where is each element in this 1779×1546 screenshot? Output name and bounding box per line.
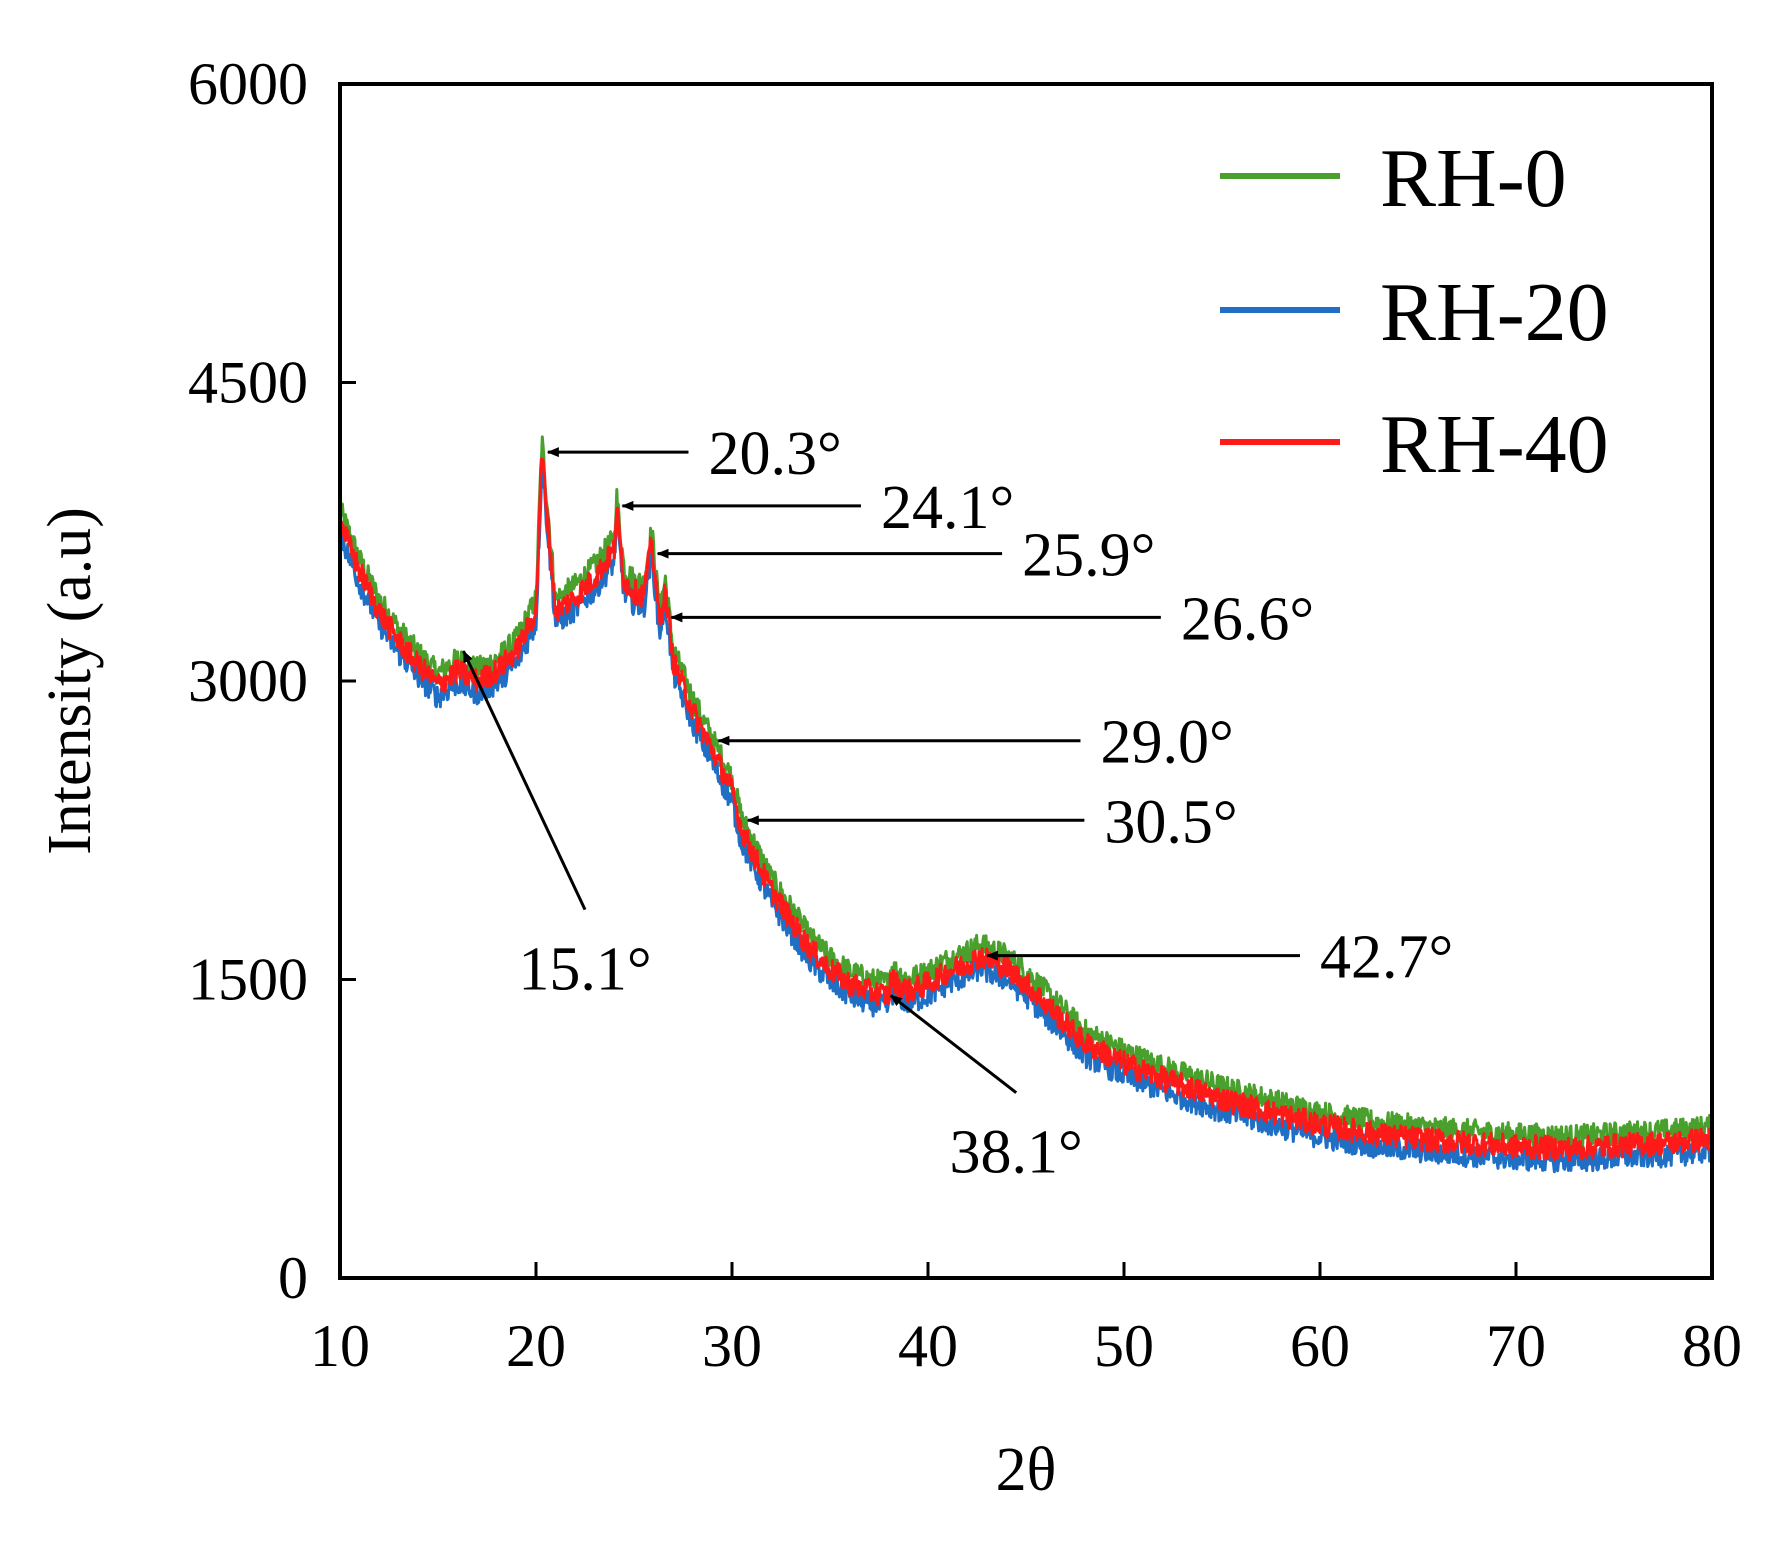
x-tick-label: 70 xyxy=(1486,1313,1546,1379)
legend-label-rh-20: RH-20 xyxy=(1380,266,1609,359)
annotation-label: 25.9° xyxy=(1022,522,1155,590)
series-line-rh-40 xyxy=(338,457,1714,1162)
annotation-layer: 20.3° 24.1°25.9° 26.6° 29.0° 30.5° 42.7° 15.1°… xyxy=(462,420,1453,1187)
y-tick-label: 6000 xyxy=(188,51,308,117)
x-tick-label: 80 xyxy=(1682,1313,1742,1379)
annotation-label: 26.6° xyxy=(1181,585,1314,653)
series-layer xyxy=(338,435,1714,1174)
x-tick-label: 50 xyxy=(1094,1313,1154,1379)
x-tick-label: 30 xyxy=(702,1313,762,1379)
y-axis-title: Intensity (a.u) xyxy=(36,507,104,855)
x-axis-title: 2θ xyxy=(996,1436,1057,1504)
legend-label-rh-0: RH-0 xyxy=(1380,132,1567,225)
x-tick-label: 10 xyxy=(310,1313,370,1379)
y-tick-label: 3000 xyxy=(188,648,308,714)
y-tick-label: 0 xyxy=(278,1245,308,1311)
legend-label-rh-40: RH-40 xyxy=(1380,398,1609,491)
annotation-label: 38.1° xyxy=(950,1119,1083,1187)
annotation-label: 15.1° xyxy=(518,936,651,1004)
y-tick-label: 1500 xyxy=(188,947,308,1013)
legend: RH-0 RH-20 RH-40 xyxy=(1220,132,1609,491)
annotation-arrow xyxy=(462,650,587,911)
annotation-label: 29.0° xyxy=(1100,709,1233,777)
x-tick-label: 20 xyxy=(506,1313,566,1379)
tick-layer: 10 20 30 40 50 60 70 80 0 1500 3000 4500 6000 xyxy=(188,51,1742,1379)
y-tick-label: 4500 xyxy=(188,350,308,416)
x-tick-label: 60 xyxy=(1290,1313,1350,1379)
annotation-label: 30.5° xyxy=(1104,788,1237,856)
annotation-label: 20.3° xyxy=(708,420,841,488)
annotation-arrow xyxy=(889,994,1018,1094)
annotation-label: 42.7° xyxy=(1320,924,1453,992)
annotation-label: 24.1° xyxy=(881,474,1014,542)
plot-frame xyxy=(338,82,1714,1280)
x-tick-label: 40 xyxy=(898,1313,958,1379)
